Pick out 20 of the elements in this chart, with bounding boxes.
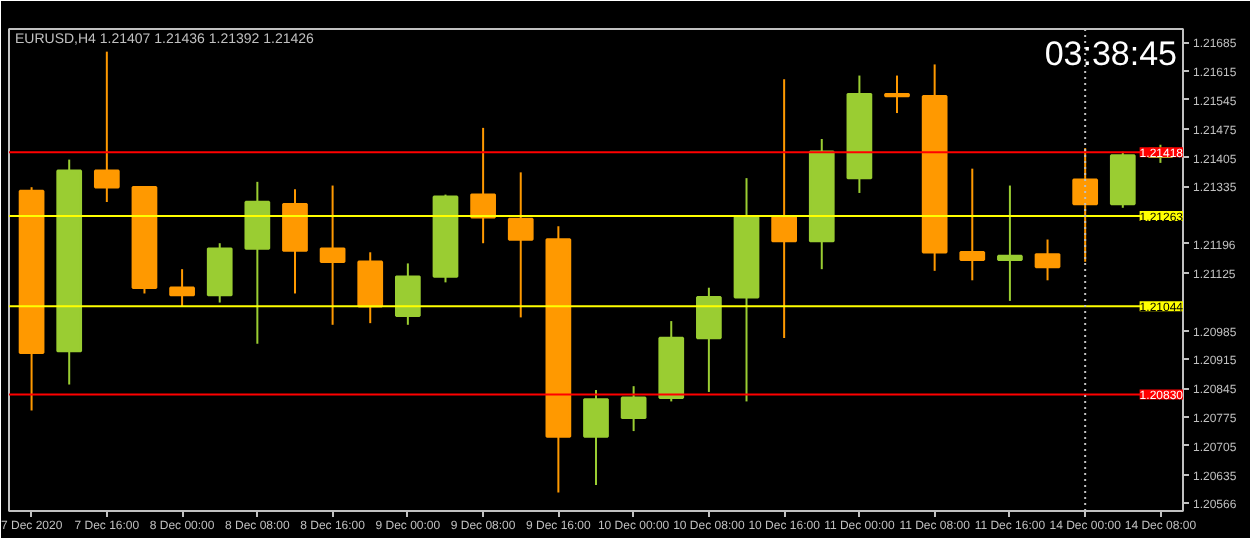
candlestick [394, 262, 421, 326]
annotation: 03:38:45 [1044, 35, 1178, 73]
candlestick [282, 188, 308, 295]
candlestick [244, 180, 271, 345]
candlestick [997, 184, 1023, 302]
candlestick [884, 74, 910, 115]
candlestick [93, 50, 120, 204]
candlestick [1072, 147, 1099, 263]
candlestick [1034, 238, 1061, 282]
candlestick [696, 286, 722, 393]
candlestick [357, 251, 384, 325]
candlestick [470, 126, 496, 245]
candlestick [771, 78, 798, 339]
candlestick [169, 268, 195, 308]
candlestick [507, 171, 534, 319]
candlestick [583, 388, 609, 487]
candlestick [319, 184, 346, 326]
candlestick [620, 385, 647, 433]
candlestick [206, 242, 233, 304]
candlestick [959, 167, 986, 282]
